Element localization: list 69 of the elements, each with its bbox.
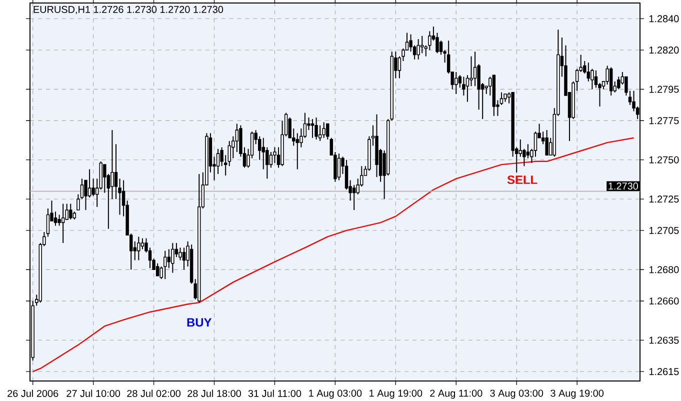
candlestick [235, 123, 239, 152]
y-tick-label: 1.2750 [649, 156, 679, 164]
candlestick [617, 76, 620, 90]
x-tick-label: 2 Aug 11:00 [430, 390, 482, 399]
candlestick [594, 70, 598, 88]
x-tick-label: 28 Jul 18:00 [188, 390, 241, 398]
candlestick [326, 123, 330, 140]
annotation: SELL [507, 176, 538, 184]
candlestick [428, 30, 432, 51]
candlestick [58, 214, 61, 226]
candlestick [46, 208, 50, 238]
y-tick-label: 1.2775 [649, 117, 679, 124]
y-tick-label: 1.2615 [649, 368, 679, 376]
candlestick [269, 152, 273, 168]
x-tick-label: 3 Aug 19:00 [550, 390, 604, 399]
candlestick [466, 74, 470, 102]
candlestick [314, 116, 318, 140]
y-tick-label: 1.2705 [649, 226, 679, 234]
candlestick [545, 130, 548, 156]
candlestick [273, 146, 276, 164]
candlestick [61, 203, 65, 244]
candlestick [500, 92, 504, 106]
y-tick-label: 1.2725 [649, 196, 679, 203]
x-tick-label: 1 Aug 19:00 [370, 390, 422, 399]
y-tick-label: 1.2840 [649, 15, 679, 22]
y-tick-label: 1.2820 [649, 46, 679, 54]
x-tick-label: 27 Jul 10:00 [66, 390, 120, 398]
candlestick [69, 203, 72, 220]
candlestick [416, 38, 420, 60]
candlestick [473, 51, 477, 87]
candlestick [609, 66, 613, 96]
candlestick [322, 122, 326, 138]
candlestick [156, 262, 160, 276]
candlestick [114, 144, 118, 200]
y-tick-label: 1.2635 [649, 336, 679, 344]
candlestick [586, 62, 590, 82]
candlestick [171, 242, 174, 274]
candlestick [337, 153, 341, 181]
candlestick [526, 144, 530, 159]
candlestick [518, 138, 522, 158]
candlestick [178, 247, 182, 261]
candlestick [88, 168, 92, 198]
x-tick-label: 1 Aug 03:00 [309, 390, 362, 399]
x-tick-label: 26 Jul 2006 [8, 390, 58, 398]
candlestick [352, 184, 356, 211]
candlestick [140, 238, 144, 250]
candlestick [182, 247, 186, 270]
candlestick [420, 35, 424, 54]
y-tick-label: 1.2795 [649, 86, 679, 93]
y-tick-label: 1.2680 [649, 266, 679, 274]
ref-line-label: 1.2730 [608, 182, 638, 190]
candlestick [439, 40, 443, 56]
x-tick-label: 3 Aug 03:00 [490, 390, 544, 399]
candlestick [167, 248, 171, 269]
candlestick [534, 131, 538, 158]
annotation: BUY [187, 318, 212, 327]
candlestick [164, 250, 167, 280]
y-tick-label: 1.2660 [649, 297, 679, 305]
candlestick [454, 72, 458, 94]
chart-title: EURUSD,H1 1.2726 1.2730 1.2720 1.2730 [34, 6, 224, 14]
candlestick [344, 159, 348, 190]
candlestick [137, 236, 140, 261]
candlestick [92, 178, 95, 196]
x-tick-label: 28 Jul 02:00 [127, 390, 181, 398]
x-tick-label: 31 Jul 11:00 [248, 390, 302, 398]
candlestick [296, 132, 300, 170]
candlestick [228, 140, 231, 167]
candlestick [54, 211, 58, 226]
candlestick [470, 56, 473, 87]
